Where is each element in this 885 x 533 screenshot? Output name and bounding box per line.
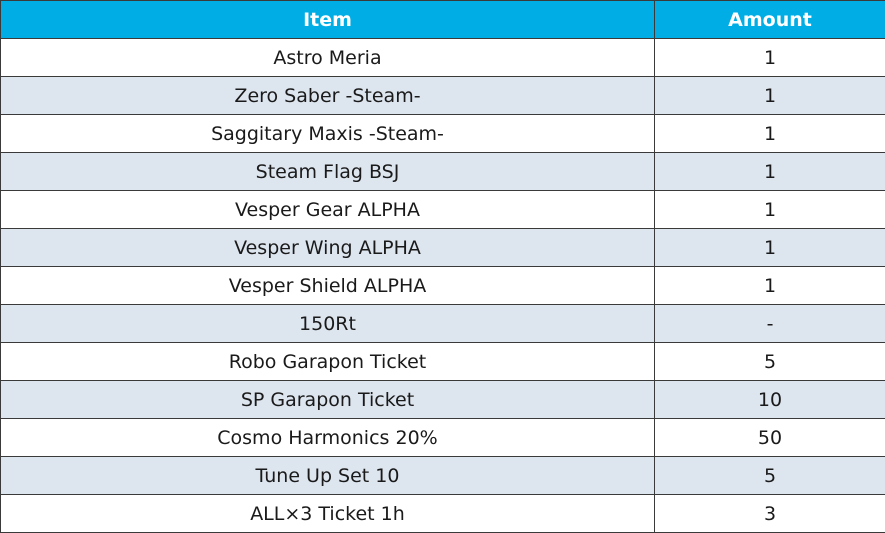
item-cell: Vesper Gear ALPHA	[0, 190, 655, 229]
table-header-row: Item Amount	[0, 0, 885, 39]
amount-cell: 1	[654, 114, 885, 153]
item-cell: Steam Flag BSJ	[0, 152, 655, 191]
item-cell: Cosmo Harmonics 20%	[0, 418, 655, 457]
table-row: Saggitary Maxis -Steam- 1	[0, 114, 885, 153]
amount-cell: 1	[654, 190, 885, 229]
item-cell: Vesper Shield ALPHA	[0, 266, 655, 305]
table-row: Robo Garapon Ticket 5	[0, 342, 885, 381]
item-cell: Astro Meria	[0, 38, 655, 77]
item-cell: Tune Up Set 10	[0, 456, 655, 495]
item-cell: Zero Saber -Steam-	[0, 76, 655, 115]
amount-cell: 1	[654, 152, 885, 191]
amount-cell: 10	[654, 380, 885, 419]
item-cell: Robo Garapon Ticket	[0, 342, 655, 381]
amount-cell: 5	[654, 456, 885, 495]
table-row: SP Garapon Ticket 10	[0, 380, 885, 419]
table-row: Zero Saber -Steam- 1	[0, 76, 885, 115]
table-row: Tune Up Set 10 5	[0, 456, 885, 495]
table-row: Vesper Gear ALPHA 1	[0, 190, 885, 229]
amount-cell: -	[654, 304, 885, 343]
table-row: Astro Meria 1	[0, 38, 885, 77]
amount-cell: 5	[654, 342, 885, 381]
table-row: 150Rt -	[0, 304, 885, 343]
item-cell: SP Garapon Ticket	[0, 380, 655, 419]
amount-cell: 1	[654, 76, 885, 115]
item-cell: ALL×3 Ticket 1h	[0, 494, 655, 533]
amount-cell: 1	[654, 38, 885, 77]
item-cell: Saggitary Maxis -Steam-	[0, 114, 655, 153]
item-cell: Vesper Wing ALPHA	[0, 228, 655, 267]
amount-column-header: Amount	[654, 0, 885, 39]
amount-cell: 1	[654, 228, 885, 267]
amount-cell: 1	[654, 266, 885, 305]
table-row: Steam Flag BSJ 1	[0, 152, 885, 191]
amount-cell: 50	[654, 418, 885, 457]
table-row: Vesper Wing ALPHA 1	[0, 228, 885, 267]
table-row: Vesper Shield ALPHA 1	[0, 266, 885, 305]
table-row: Cosmo Harmonics 20% 50	[0, 418, 885, 457]
item-column-header: Item	[0, 0, 655, 39]
item-cell: 150Rt	[0, 304, 655, 343]
amount-cell: 3	[654, 494, 885, 533]
table-row: ALL×3 Ticket 1h 3	[0, 494, 885, 533]
